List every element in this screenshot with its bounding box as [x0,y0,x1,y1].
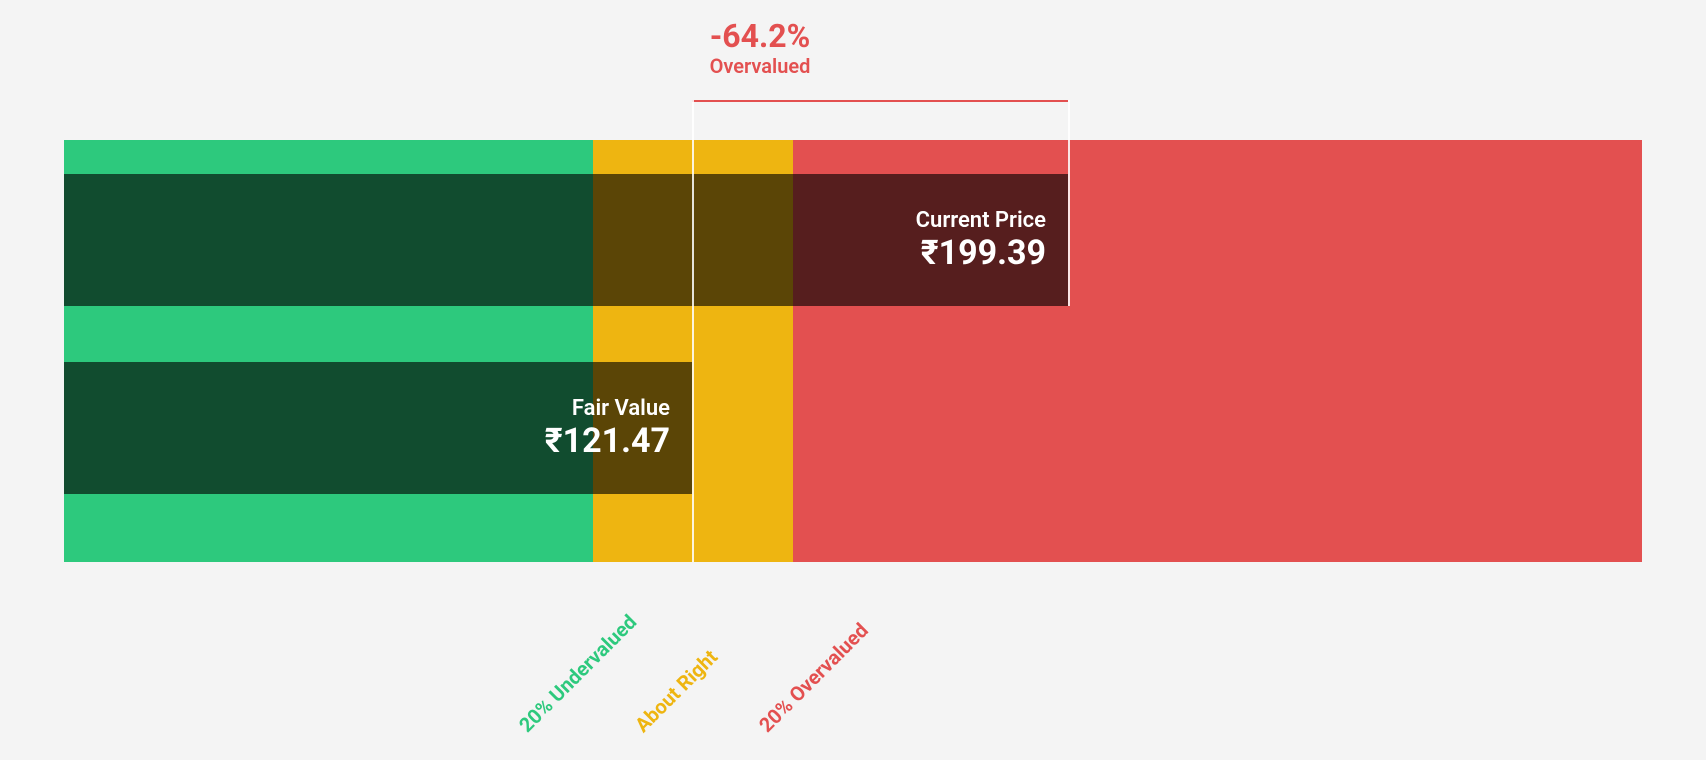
valuation-callout: -64.2%Overvalued [660,18,860,77]
valuation-status: Overvalued [660,55,860,77]
current-price-bar-label: Current Price [916,207,1046,235]
fair-value-marker [692,100,694,562]
valuation-track: Current Price₹199.39 Fair Value₹121.47 [64,140,1642,562]
current-price-marker [1068,100,1070,306]
axis-label-undervalued: 20% Undervalued [514,610,641,737]
fair-value-bar: Fair Value₹121.47 [64,362,692,494]
current-price-bar: Current Price₹199.39 [64,174,1068,306]
axis-label-overvalued: 20% Overvalued [754,618,873,737]
axis-label-about-right: About Right [630,645,722,737]
valuation-bracket-rule [692,100,1068,102]
fair-value-bar-value: ₹121.47 [545,422,670,461]
current-price-bar-value: ₹199.39 [921,234,1046,273]
fair-value-bar-label: Fair Value [572,395,670,423]
valuation-percent: -64.2% [660,18,860,55]
